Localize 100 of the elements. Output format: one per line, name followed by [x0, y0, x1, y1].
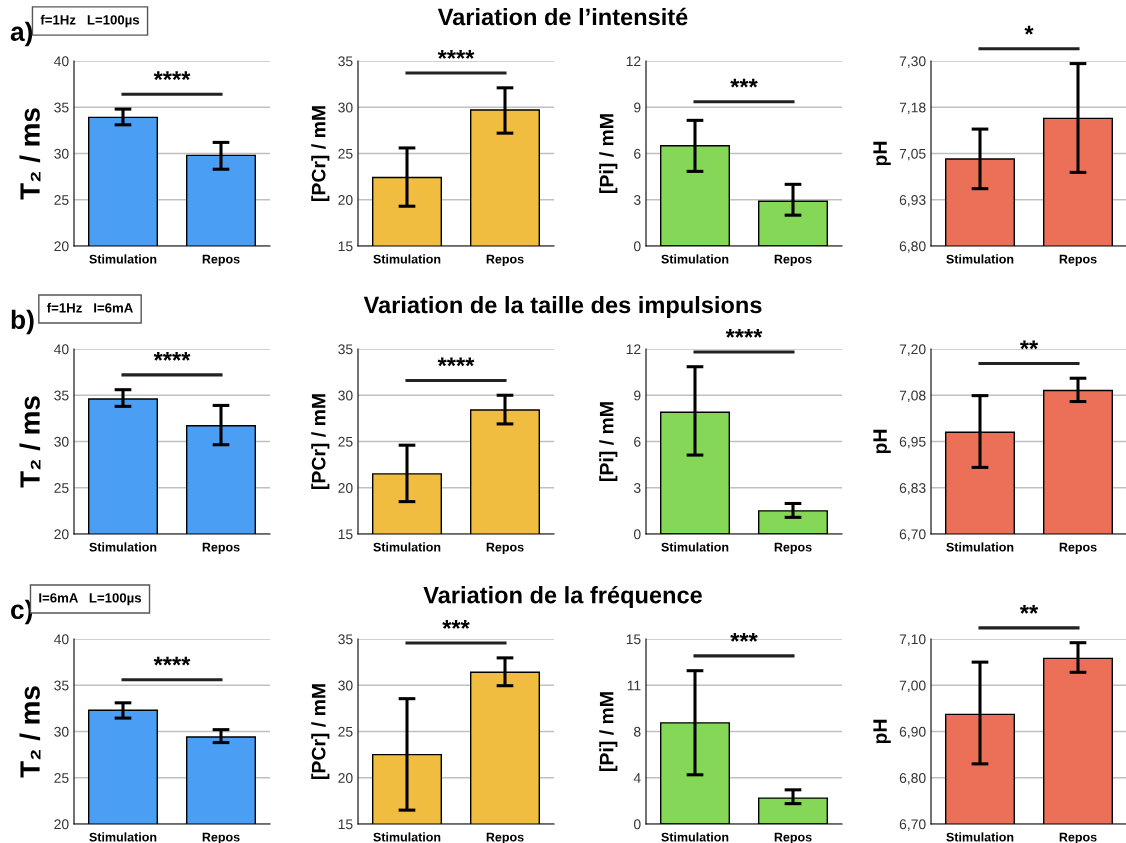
- x-tick-label: Repos: [486, 832, 524, 843]
- x-tick-label: Repos: [1059, 254, 1097, 266]
- y-tick-label: 6,93: [899, 195, 926, 207]
- y-tick-label: 0: [633, 529, 641, 540]
- x-tick-label: Stimulation: [946, 542, 1014, 552]
- text: ****: [725, 328, 763, 338]
- y-tick-label: 6,70: [899, 819, 926, 831]
- x-tick-label: Stimulation: [373, 542, 441, 552]
- text: f=1Hz I=6mA: [46, 302, 133, 313]
- annotation: ****: [153, 71, 191, 81]
- text: Variation de l’intensité: [437, 7, 688, 26]
- annotation: ***: [730, 78, 758, 88]
- y-tick-label: 35: [54, 390, 69, 401]
- y-tick-label: 7,00: [899, 680, 926, 693]
- x-tick-label: Repos: [1059, 832, 1097, 843]
- y-tick-label: 20: [338, 773, 353, 783]
- x-tick-label: Repos: [486, 542, 524, 554]
- y-tick-label: 12: [626, 56, 641, 67]
- y-tick-label: 30: [54, 436, 69, 447]
- y-tick-label: 35: [54, 680, 69, 691]
- y-tick-label: 7,08: [899, 390, 926, 403]
- y-tick-label: 7,18: [899, 102, 926, 115]
- y-tick-label: 20: [54, 241, 69, 252]
- y-tick-label: 7,05: [899, 148, 926, 161]
- y-tick-label: 25: [54, 483, 69, 493]
- y-tick-label: 4: [633, 773, 641, 783]
- y-tick-label: 6: [634, 436, 641, 447]
- x-tick-label: Stimulation: [373, 832, 441, 842]
- y-tick-label: 6,80: [899, 773, 926, 785]
- y-tick-label: 15: [626, 634, 641, 645]
- y-tick-label: 40: [54, 344, 69, 355]
- text: I=6mA L=100µs: [39, 593, 142, 606]
- x-tick-label: Repos: [486, 254, 524, 266]
- y-tick-label: 6,70: [899, 529, 926, 541]
- text: Variation de la fréquence: [423, 585, 702, 609]
- y-tick-label: 6,83: [899, 483, 926, 495]
- y-tick-label: 30: [338, 680, 353, 691]
- y-tick-label: 20: [54, 819, 69, 830]
- y-tick-label: 0: [633, 241, 641, 252]
- y-tick-label: 8: [634, 726, 641, 737]
- y-axis-title: [PCr] / mM: [311, 684, 330, 780]
- y-tick-label: 3: [633, 483, 641, 493]
- text: *: [1024, 25, 1034, 35]
- y-tick-label: 7,10: [899, 634, 926, 646]
- y-tick-label: 9: [634, 390, 641, 401]
- y-tick-label: 12: [626, 344, 641, 355]
- text: b): [11, 309, 34, 335]
- y-tick-label: 15: [338, 819, 353, 830]
- x-tick-label: Stimulation: [373, 254, 441, 264]
- x-tick-label: Repos: [774, 254, 812, 266]
- y-tick-label: 25: [54, 195, 69, 205]
- annotation: **: [1019, 340, 1039, 350]
- y-tick-label: 6,90: [899, 726, 926, 739]
- x-tick-label: Repos: [202, 832, 240, 843]
- text: ****: [437, 50, 475, 59]
- x-tick-label: Stimulation: [661, 254, 729, 264]
- y-tick-label: 0: [633, 819, 641, 830]
- x-tick-label: Stimulation: [89, 832, 157, 842]
- y-axis-title: [Pi] / mM: [599, 692, 618, 771]
- y-tick-label: 3: [633, 195, 641, 205]
- y-axis-title: pH: [873, 719, 891, 744]
- y-tick-label: 30: [338, 102, 353, 113]
- x-tick-label: Stimulation: [661, 832, 729, 842]
- y-axis-title: [Pi] / mM: [599, 402, 618, 481]
- x-tick-label: Stimulation: [946, 254, 1014, 264]
- y-tick-label: 25: [54, 773, 69, 783]
- y-tick-label: 30: [54, 726, 69, 737]
- text: a): [10, 21, 33, 47]
- x-tick-label: Stimulation: [946, 832, 1014, 842]
- annotation: ****: [437, 357, 475, 367]
- annotation: ***: [730, 632, 758, 642]
- y-tick-label: 20: [54, 529, 69, 540]
- y-tick-label: 25: [338, 436, 353, 447]
- x-tick-label: Repos: [202, 542, 240, 554]
- x-tick-label: Repos: [1059, 542, 1097, 554]
- x-tick-label: Repos: [774, 542, 812, 554]
- y-tick-label: 7,20: [899, 344, 926, 356]
- y-tick-label: 9: [634, 102, 641, 113]
- y-axis-title: T₂ / ms: [19, 686, 41, 778]
- y-tick-label: 6,80: [899, 241, 926, 253]
- text: ***: [442, 620, 470, 629]
- x-tick-label: Stimulation: [89, 254, 157, 264]
- y-tick-label: 30: [338, 390, 353, 401]
- y-axis-title: T₂ / ms: [19, 108, 41, 200]
- y-tick-label: 15: [338, 241, 353, 252]
- y-tick-label: 15: [338, 529, 353, 540]
- x-tick-label: Stimulation: [89, 542, 157, 552]
- y-tick-label: 6: [634, 148, 641, 159]
- y-axis-title: [PCr] / mM: [311, 394, 330, 490]
- x-tick-label: Repos: [202, 254, 240, 266]
- y-tick-label: 6,95: [899, 436, 926, 449]
- annotation: ****: [153, 351, 191, 361]
- y-tick-label: 35: [338, 56, 353, 67]
- y-tick-label: 7,30: [899, 56, 926, 68]
- y-axis-title: pH: [873, 141, 891, 166]
- y-axis-title: [PCr] / mM: [311, 106, 330, 202]
- y-tick-label: 20: [338, 195, 353, 205]
- text: f=1Hz L=100µs: [40, 14, 140, 28]
- y-tick-label: 25: [338, 148, 353, 159]
- y-tick-label: 35: [338, 634, 353, 645]
